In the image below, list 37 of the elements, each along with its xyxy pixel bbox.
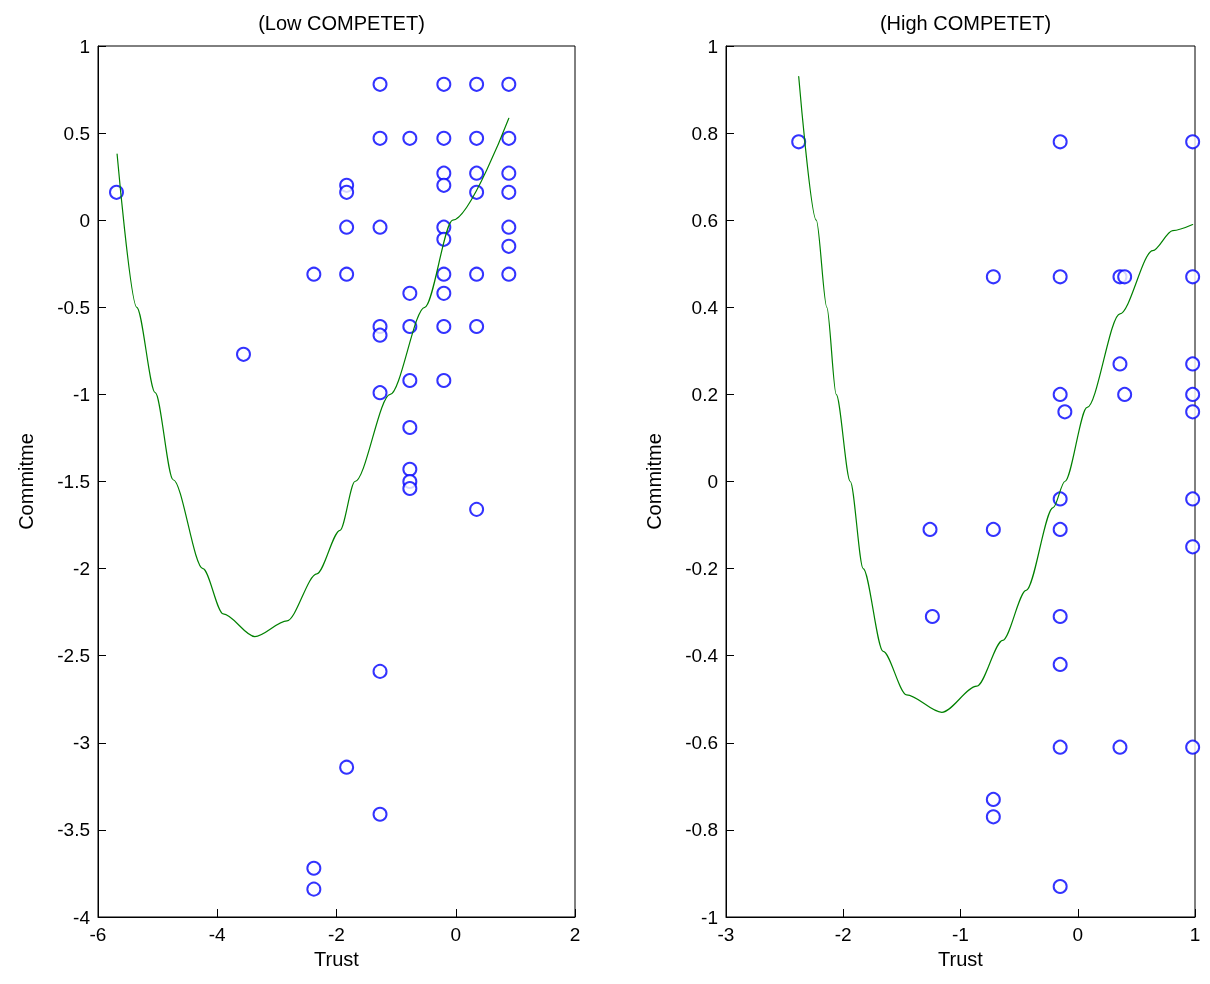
chart-title: (High COMPETET) — [879, 12, 1052, 34]
y-tick-label: -0.6 — [685, 732, 718, 754]
x-tick-label: -1 — [952, 924, 969, 945]
y-tick-label: -0.2 — [685, 558, 718, 580]
x-tick-label: 0 — [450, 924, 462, 945]
y-tick-label: -0.4 — [685, 645, 719, 667]
y-tick-label: 0.8 — [691, 122, 718, 144]
x-tick-label: -2 — [328, 924, 345, 945]
chart-title: (Low COMPETET) — [258, 12, 425, 34]
x-tick-label: -2 — [834, 924, 852, 945]
y-tick-label: -1 — [701, 906, 718, 928]
y-axis-title: Commitme — [15, 433, 37, 530]
x-tick-label: 1 — [1189, 924, 1201, 945]
y-tick-label: 0 — [79, 209, 90, 231]
y-tick-label: -0.8 — [685, 819, 718, 841]
y-tick-label: 0.6 — [691, 209, 718, 231]
y-tick-label: -1 — [73, 383, 90, 405]
x-tick-label: 0 — [1072, 924, 1084, 945]
y-tick-label: -4 — [73, 906, 91, 928]
y-tick-label: -2.5 — [57, 645, 90, 667]
x-tick-label: 2 — [569, 924, 581, 945]
y-tick-label: -3.5 — [57, 819, 90, 841]
x-axis-title: Trust — [938, 947, 984, 970]
y-tick-label: 0.2 — [691, 383, 718, 405]
y-tick-label: 1 — [707, 35, 718, 57]
y-tick-label: -2 — [73, 558, 90, 580]
y-tick-label: -1.5 — [57, 471, 90, 492]
y-tick-label: 0.5 — [63, 122, 90, 144]
y-tick-label: -0.5 — [57, 296, 90, 318]
y-axis-title: Commitme — [643, 433, 665, 530]
x-tick-label: -4 — [208, 924, 227, 945]
y-tick-label: 0.4 — [691, 296, 719, 318]
y-tick-label: -3 — [73, 732, 90, 754]
x-tick-label: -6 — [89, 924, 107, 945]
y-tick-label: 1 — [79, 35, 90, 57]
x-axis-title: Trust — [314, 947, 360, 970]
y-tick-label: 0 — [707, 471, 718, 492]
